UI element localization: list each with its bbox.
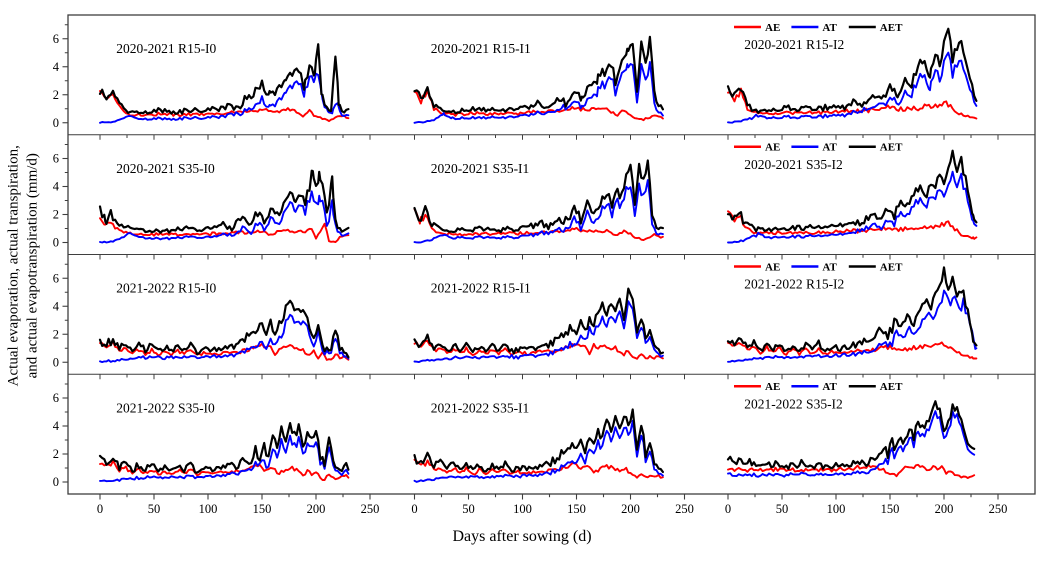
series-AE [413,340,664,360]
panel-label: 2020-2021 S35-I0 [116,161,215,176]
panel-label: 2021-2022 S35-I0 [116,400,215,415]
series-AT [99,72,350,124]
legend-label-AT: AT [822,142,837,154]
y-tick-label: 0 [53,355,59,369]
series-AT [413,179,664,244]
series-AET [413,159,665,234]
y-axis-label: Actual evaporation, actual transpiration… [4,31,42,501]
series-AT [727,289,978,363]
series-AE [413,208,664,242]
series-AT [413,419,664,483]
series-AET [98,169,350,234]
x-tick-label: 250 [361,502,380,516]
x-tick-label: 0 [411,502,417,516]
legend-label-AT: AT [822,22,837,34]
series-AT [727,410,976,478]
legend-label-AT: AT [822,261,837,273]
series-AET [726,400,976,470]
legend-label-AT: AT [822,381,837,393]
series-AET [413,287,665,355]
panel-label: 2020-2021 S35-I2 [744,157,843,172]
x-tick-label: 200 [935,502,954,516]
panel-label: 2021-2022 S35-I1 [431,400,530,415]
series-AT [727,51,978,124]
panel-label: 2020-2021 S35-I1 [431,161,530,176]
series-AE [99,90,350,123]
x-tick-label: 100 [513,502,532,516]
legend-label-AE: AE [765,142,780,154]
series-AE [99,340,350,361]
x-tick-label: 50 [148,502,161,516]
legend-label-AE: AE [765,22,780,34]
y-tick-label: 2 [53,208,59,222]
series-AET [98,43,350,115]
y-axis-label-line1: Actual evaporation, actual transpiration… [5,145,22,387]
series-AET [413,408,665,474]
series-AT [413,300,664,364]
legend-label-AE: AE [765,381,780,393]
y-tick-label: 6 [53,271,59,285]
y-tick-label: 0 [53,236,59,250]
x-tick-label: 0 [97,502,103,516]
series-AE [727,463,976,479]
panel-label: 2020-2021 R15-I2 [744,37,844,52]
x-tick-label: 0 [725,502,731,516]
series-AT [99,313,350,364]
x-tick-label: 50 [462,502,475,516]
y-tick-label: 4 [53,419,60,433]
y-tick-label: 0 [53,475,59,489]
y-tick-label: 4 [53,180,60,194]
series-AE [99,460,350,481]
x-tick-label: 150 [881,502,900,516]
panel-label: 2020-2021 R15-I1 [431,41,531,56]
series-AT [99,434,350,483]
x-tick-label: 50 [776,502,789,516]
series-AET [726,266,978,353]
series-AT [727,170,978,244]
x-tick-label: 150 [253,502,272,516]
y-tick-label: 2 [53,447,59,461]
x-tick-label: 200 [621,502,640,516]
panel-label: 2020-2021 R15-I0 [116,41,216,56]
y-tick-label: 0 [53,116,59,130]
y-tick-label: 6 [53,32,59,46]
panel-label: 2021-2022 S35-I2 [744,396,843,411]
x-axis-label: Days after sowing (d) [452,528,592,545]
panel-label: 2021-2022 R15-I2 [744,277,844,292]
legend-label-AET: AET [880,381,903,393]
series-AET [726,27,978,114]
series-AET [98,299,350,359]
legend-label-AE: AE [765,261,780,273]
series-AE [727,210,978,240]
series-AE [413,89,664,122]
legend-label-AET: AET [880,22,903,34]
x-tick-label: 150 [567,502,586,516]
series-AT [413,61,664,124]
y-tick-label: 4 [53,60,60,74]
series-AT [99,190,350,244]
legend-label-AET: AET [880,261,903,273]
y-tick-label: 6 [53,152,59,166]
x-tick-label: 100 [199,502,218,516]
x-tick-label: 100 [827,502,846,516]
legend-label-AET: AET [880,142,903,154]
series-AET [726,149,978,233]
panel-label: 2021-2022 R15-I1 [431,281,531,296]
series-AE [413,458,664,479]
panel-label: 2021-2022 R15-I0 [116,281,216,296]
x-tick-label: 250 [675,502,694,516]
y-tick-label: 2 [53,88,59,102]
series-AET [98,422,350,474]
x-tick-label: 200 [307,502,326,516]
y-tick-label: 4 [53,299,60,313]
y-tick-label: 2 [53,327,59,341]
y-axis-label-line2: and actual evapotranspiration (mm/d) [24,153,40,379]
x-tick-label: 250 [989,502,1008,516]
y-tick-label: 6 [53,391,59,405]
series-AET [413,35,665,115]
